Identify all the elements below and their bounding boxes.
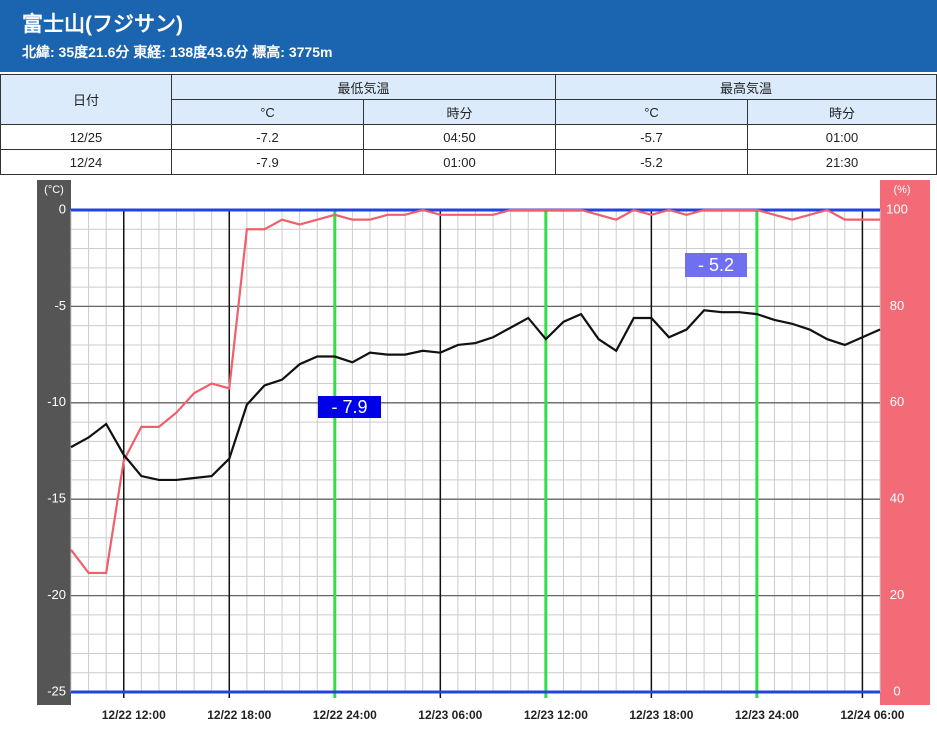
header-cell: 時分 (747, 99, 937, 125)
y2-tick-label: 60 (890, 394, 904, 409)
y2-tick-label: 40 (890, 491, 904, 506)
x-tick-label: 12/22 18:00 (207, 708, 271, 722)
x-tick-label: 12/24 06:00 (840, 708, 904, 722)
annotation: - 7.9 (331, 397, 367, 417)
subtitle: 北緯: 35度21.6分 東経: 138度43.6分 標高: 3775m (22, 44, 333, 60)
y2-tick-label: 20 (890, 587, 904, 602)
summary-table: 日付 最低気温 最高気温 °C 時分 °C 時分 12/25 -7.2 04:50 -5.7 01… (0, 74, 937, 175)
series-line (70, 309, 881, 482)
right-axis-band (880, 180, 930, 705)
cell: -7.2 (171, 124, 364, 150)
title: 富士山(フジサン) (22, 13, 183, 36)
cell: 21:30 (747, 149, 937, 175)
annotation-box (318, 396, 381, 418)
cell: -5.7 (555, 124, 748, 150)
annotation-box (685, 253, 747, 277)
cell: 12/24 (0, 149, 172, 175)
x-tick-label: 12/22 12:00 (102, 708, 166, 722)
series-line (70, 208, 880, 575)
header-cell: 時分 (363, 99, 556, 125)
header-cell: °C (171, 99, 364, 125)
y-unit: (°C) (44, 184, 64, 196)
y-tick-label: -15 (47, 491, 66, 506)
y-tick-label: -5 (54, 298, 66, 313)
x-tick-label: 12/23 24:00 (735, 708, 799, 722)
y2-tick-label: 100 (886, 201, 908, 216)
header: 富士山(フジサン) 北緯: 35度21.6分 東経: 138度43.6分 標高:… (0, 0, 937, 72)
y-tick-label: 0 (59, 201, 66, 216)
x-tick-label: 12/22 24:00 (313, 708, 377, 722)
y2-tick-label: 80 (890, 298, 904, 313)
cell: 04:50 (363, 124, 556, 150)
annotation: - 5.2 (698, 255, 734, 275)
cell: 01:00 (747, 124, 937, 150)
cell: 01:00 (363, 149, 556, 175)
cell: 12/25 (0, 124, 172, 150)
header-cell: 最高気温 (555, 74, 937, 100)
cell: -5.2 (555, 149, 748, 175)
y-tick-label: -20 (47, 587, 66, 602)
y-tick-label: -10 (47, 394, 66, 409)
x-tick-label: 12/23 06:00 (418, 708, 482, 722)
left-axis-band (37, 180, 71, 705)
header-cell: °C (555, 99, 748, 125)
y-tick-label: -25 (47, 683, 66, 698)
header-cell: 日付 (0, 74, 172, 125)
x-tick-label: 12/23 12:00 (524, 708, 588, 722)
x-tick-label: 12/23 18:00 (629, 708, 693, 722)
cell: -7.9 (171, 149, 364, 175)
y2-tick-label: 0 (893, 683, 900, 698)
y2-unit: (%) (893, 184, 910, 196)
chart: (°C) (%) -25 -20 -15 -10 -5 0 0 20 40 60 80 100 12/2… (37, 180, 930, 722)
header-cell: 最低気温 (171, 74, 556, 100)
